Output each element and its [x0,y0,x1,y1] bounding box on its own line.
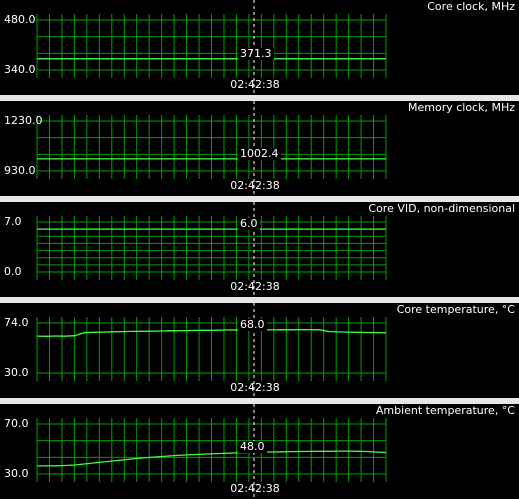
series-line [36,328,387,337]
y-max-label: 74.0 [4,316,29,329]
cursor-time: 02:42:38 [230,78,280,91]
graph-title: Memory clock, MHz [407,101,515,114]
y-min-label: 340.0 [4,63,36,76]
y-min-label: 30.0 [4,366,29,379]
cursor-time: 02:42:38 [230,381,280,394]
cursor-time: 02:42:38 [230,482,280,495]
cursor-time: 02:42:38 [230,179,280,192]
current-value: 6.0 [238,217,260,231]
graph-title: Ambient temperature, °C [375,404,515,417]
graph-title: Core temperature, °C [396,303,515,316]
grid-core-temperature [36,303,387,398]
graph-title: Core VID, non-dimensional [368,202,515,215]
y-max-label: 480.0 [4,13,36,26]
series-line [37,450,387,467]
grid-core-clock [36,0,387,95]
y-max-label: 1230.0 [4,114,43,127]
y-min-label: 0.0 [4,265,22,278]
panel-divider[interactable] [0,196,519,202]
current-value: 371.3 [238,46,274,60]
graph-core-temperature[interactable]: Core temperature, °C 74.0 30.0 68.0 02:4… [0,303,519,398]
panel-divider[interactable] [0,95,519,101]
grid-ambient-temperature [36,404,387,499]
y-max-label: 7.0 [4,215,22,228]
current-value: 48.0 [238,439,267,453]
graph-core-vid[interactable]: Core VID, non-dimensional 7.0 0.0 6.0 02… [0,202,519,297]
grid-memory-clock [36,101,387,196]
cursor-time: 02:42:38 [230,280,280,293]
panel-divider[interactable] [0,398,519,404]
current-value: 1002.4 [238,146,281,160]
y-max-label: 70.0 [4,417,29,430]
graph-memory-clock[interactable]: Memory clock, MHz 1230.0 930.0 1002.4 02… [0,101,519,196]
graph-title: Core clock, MHz [427,0,515,13]
grid-core-vid [36,202,387,297]
panel-divider[interactable] [0,297,519,303]
current-value: 68.0 [238,317,267,331]
graph-ambient-temperature[interactable]: Ambient temperature, °C 70.0 30.0 48.0 0… [0,404,519,499]
y-min-label: 30.0 [4,467,29,480]
graph-core-clock[interactable]: Core clock, MHz 480.0 340.0 371.3 02:42:… [0,0,519,95]
y-min-label: 930.0 [4,164,36,177]
